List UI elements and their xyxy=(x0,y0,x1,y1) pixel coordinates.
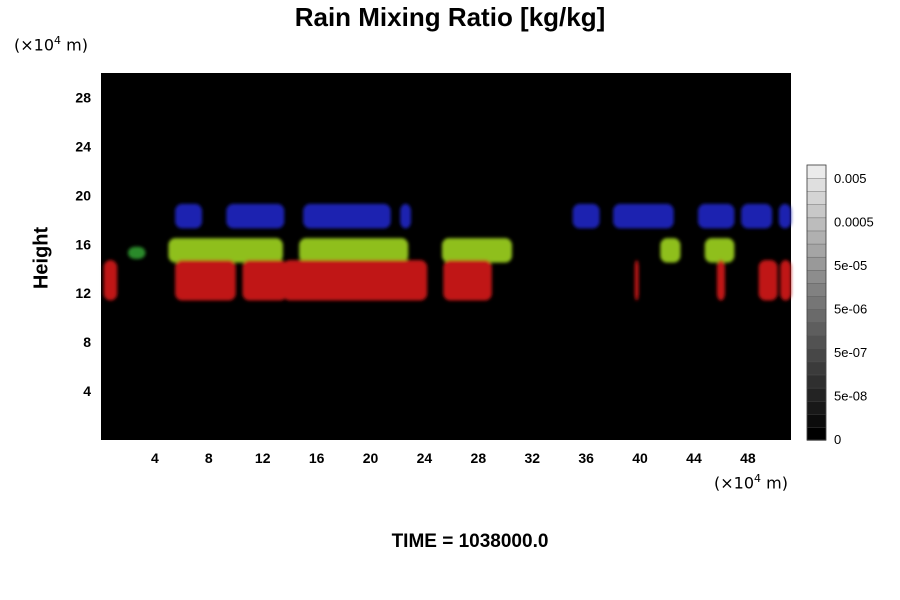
x-tick-label: 4 xyxy=(151,450,159,466)
y-unit-suffix: m) xyxy=(61,35,88,55)
colorbar-tick-label: 0.005 xyxy=(834,171,867,186)
feature-segment xyxy=(660,238,681,263)
feature-segment xyxy=(698,203,735,229)
y-unit-label: (×104 m) xyxy=(14,34,88,54)
x-tick-label: 12 xyxy=(255,450,271,466)
x-unit-suffix: m) xyxy=(761,473,788,493)
colorbar-tick-labels: 0.005 0.0005 5e-05 5e-06 5e-07 5e-08 0 xyxy=(834,171,874,447)
colorbar-level xyxy=(806,282,827,297)
feature-segment xyxy=(103,260,118,301)
x-tick-label: 16 xyxy=(309,450,325,466)
colorbar-level xyxy=(806,177,827,192)
x-tick-label: 28 xyxy=(471,450,487,466)
feature-layer xyxy=(103,203,791,301)
colorbar-level xyxy=(806,217,827,232)
colorbar-level xyxy=(806,295,827,310)
x-tick-label: 48 xyxy=(740,450,756,466)
colorbar-level xyxy=(806,413,827,428)
y-unit-prefix: (×10 xyxy=(14,35,55,55)
colorbar-level xyxy=(806,321,827,336)
feature-segment xyxy=(242,260,287,301)
feature-segment xyxy=(400,203,411,229)
colorbar-tick-label: 5e-08 xyxy=(834,389,867,404)
x-tick-label: 36 xyxy=(578,450,594,466)
colorbar-level xyxy=(806,204,827,219)
feature-segment xyxy=(127,246,146,259)
y-tick-label: 16 xyxy=(75,236,91,252)
feature-segment xyxy=(282,260,428,301)
time-label: TIME = 1038000.0 xyxy=(391,531,549,552)
feature-segment xyxy=(175,203,203,229)
colorbar-level xyxy=(806,190,827,205)
x-tick-label: 32 xyxy=(524,450,540,466)
colorbar-level xyxy=(806,348,827,363)
y-tick-label: 12 xyxy=(75,285,91,301)
colorbar xyxy=(806,164,827,441)
x-tick-label: 40 xyxy=(632,450,648,466)
feature-segment xyxy=(572,203,600,229)
x-unit-label: (×104 m) xyxy=(714,472,788,492)
x-tick-label: 8 xyxy=(205,450,213,466)
feature-segment xyxy=(704,238,735,263)
y-tick-label: 8 xyxy=(83,334,91,350)
x-unit-exp: 4 xyxy=(754,472,762,485)
colorbar-level xyxy=(806,269,827,284)
colorbar-level xyxy=(806,308,827,323)
x-tick-label: 20 xyxy=(363,450,379,466)
y-tick-label: 24 xyxy=(75,138,91,154)
colorbar-tick-label: 0 xyxy=(834,432,841,447)
y-tick-label: 28 xyxy=(75,89,91,105)
y-unit-exp: 4 xyxy=(54,34,62,47)
feature-segment xyxy=(634,260,639,301)
colorbar-tick-label: 5e-05 xyxy=(834,258,867,273)
colorbar-level xyxy=(806,256,827,271)
colorbar-level xyxy=(806,164,827,179)
colorbar-level xyxy=(806,374,827,389)
feature-segment xyxy=(226,203,285,229)
x-unit-prefix: (×10 xyxy=(714,473,755,493)
colorbar-level xyxy=(806,230,827,245)
y-tick-labels: 4 8 12 16 20 24 28 xyxy=(75,89,91,399)
feature-segment xyxy=(716,260,725,301)
y-tick-label: 4 xyxy=(83,383,91,399)
colorbar-level xyxy=(806,243,827,258)
y-tick-label: 20 xyxy=(75,187,91,203)
x-tick-labels: 4 8 12 16 20 24 28 32 36 40 44 48 xyxy=(151,450,756,466)
feature-segment xyxy=(613,203,674,229)
feature-segment xyxy=(168,238,283,263)
chart-title: Rain Mixing Ratio [kg/kg] xyxy=(294,2,606,32)
colorbar-tick-label: 5e-07 xyxy=(834,345,867,360)
colorbar-frame xyxy=(806,164,827,441)
colorbar-level xyxy=(806,387,827,402)
colorbar-tick-label: 5e-06 xyxy=(834,302,867,317)
colorbar-level xyxy=(806,361,827,376)
feature-segment xyxy=(299,238,409,263)
feature-segment xyxy=(780,260,791,301)
x-tick-label: 24 xyxy=(417,450,433,466)
feature-segment xyxy=(303,203,391,229)
feature-segment xyxy=(778,203,791,229)
feature-segment xyxy=(443,260,492,301)
colorbar-level xyxy=(806,335,827,350)
colorbar-tick-label: 0.0005 xyxy=(834,215,874,230)
colorbar-level xyxy=(806,426,827,441)
feature-segment xyxy=(441,238,513,263)
x-tick-label: 44 xyxy=(686,450,702,466)
feature-segment xyxy=(175,260,236,301)
colorbar-level xyxy=(806,400,827,415)
feature-segment xyxy=(741,203,773,229)
feature-segment xyxy=(758,260,778,301)
